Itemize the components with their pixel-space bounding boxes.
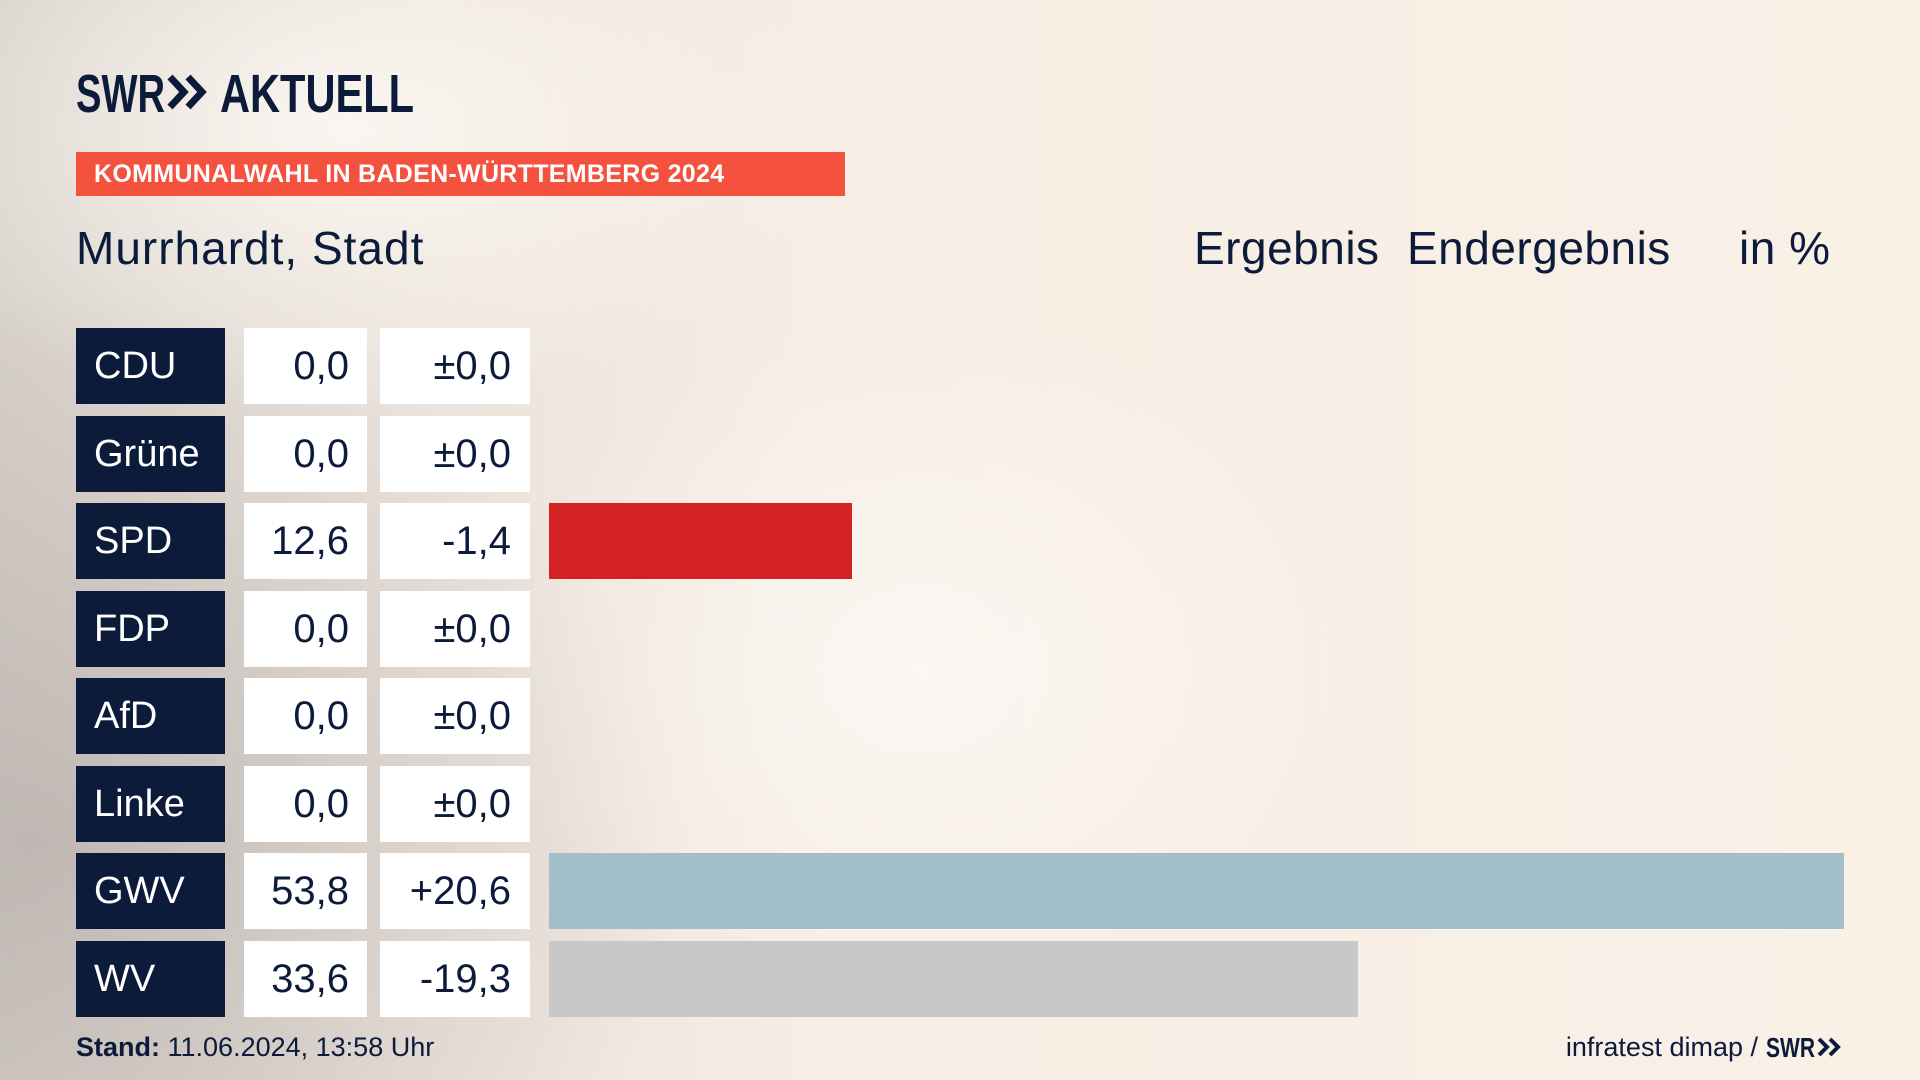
unit-label: in %: [1739, 222, 1831, 274]
change-value-fdp: ±0,0: [380, 590, 530, 667]
change-value-afd: ±0,0: [380, 678, 530, 754]
bar-spd: [549, 503, 853, 579]
bar-track-fdp: [549, 591, 1844, 667]
party-label-wv: WV: [76, 940, 225, 1017]
change-value-cdu: ±0,0: [380, 328, 530, 404]
change-value-spd: -1,4: [380, 503, 530, 579]
row-cdu: CDU 0,0 ±0,0: [76, 328, 1844, 404]
change-value-wv: -19,3: [380, 940, 530, 1017]
result-value-fdp: 0,0: [244, 590, 367, 667]
row-gwv: GWV 53,8 +20,6: [76, 853, 1844, 929]
result-value-gwv: 53,8: [244, 853, 367, 929]
location-title: Murrhardt, Stadt: [76, 222, 425, 274]
party-label-gruene: Grüne: [76, 415, 225, 492]
row-afd: AfD 0,0 ±0,0: [76, 678, 1844, 754]
bar-gwv: [549, 853, 1844, 929]
result-label: Ergebnis: [1194, 222, 1380, 274]
logo-aktuell-text: AKTUELL: [220, 64, 414, 124]
bar-track-afd: [549, 678, 1844, 754]
result-value-cdu: 0,0: [244, 328, 367, 404]
party-label-fdp: FDP: [76, 590, 225, 667]
bar-track-linke: [549, 766, 1844, 842]
row-linke: Linke 0,0 ±0,0: [76, 765, 1844, 842]
timestamp: Stand: 11.06.2024, 13:58 Uhr: [76, 1030, 434, 1064]
result-value-gruene: 0,0: [244, 415, 367, 492]
double-chevron-right-icon: [167, 74, 207, 110]
swr-aktuell-logo: SWR AKTUELL: [76, 64, 414, 124]
timestamp-value: 11.06.2024, 13:58 Uhr: [167, 1032, 435, 1062]
swr-logo-text: SWR: [1766, 1033, 1815, 1061]
change-value-gwv: +20,6: [380, 853, 530, 929]
result-value-linke: 0,0: [244, 765, 367, 842]
source-text: infratest dimap /: [1565, 1031, 1758, 1062]
party-label-spd: SPD: [76, 503, 225, 579]
row-wv: WV 33,6 -19,3: [76, 940, 1844, 1017]
row-spd: SPD 12,6 -1,4: [76, 503, 1844, 579]
timestamp-label: Stand:: [76, 1032, 160, 1062]
party-label-cdu: CDU: [76, 328, 225, 404]
row-fdp: FDP 0,0 ±0,0: [76, 590, 1844, 667]
results-chart: CDU 0,0 ±0,0 Grüne 0,0 ±0,0 SPD 12,6 -1,…: [76, 328, 1844, 1028]
bar-wv: [549, 940, 1358, 1017]
swr-logo: SWR: [1766, 1033, 1841, 1061]
change-value-gruene: ±0,0: [380, 415, 530, 492]
double-chevron-right-icon: [1817, 1037, 1841, 1057]
source-credit: infratest dimap / SWR: [1566, 1030, 1844, 1064]
bar-track-cdu: [549, 328, 1844, 404]
party-label-gwv: GWV: [76, 853, 225, 929]
election-banner: KOMMUNALWAHL IN BADEN-WÜRTTEMBERG 2024: [76, 152, 845, 196]
result-value-spd: 12,6: [244, 503, 367, 579]
result-status: Endergebnis: [1407, 222, 1671, 274]
row-gruene: Grüne 0,0 ±0,0: [76, 415, 1844, 492]
bar-track-gruene: [549, 416, 1844, 492]
bar-track-spd: [549, 503, 1844, 579]
result-value-wv: 33,6: [244, 940, 367, 1017]
bar-track-wv: [549, 940, 1844, 1017]
party-label-afd: AfD: [76, 678, 225, 754]
logo-swr-text: SWR: [76, 64, 165, 124]
result-value-afd: 0,0: [244, 678, 367, 754]
party-label-linke: Linke: [76, 765, 225, 842]
bar-track-gwv: [549, 853, 1844, 929]
change-value-linke: ±0,0: [380, 765, 530, 842]
